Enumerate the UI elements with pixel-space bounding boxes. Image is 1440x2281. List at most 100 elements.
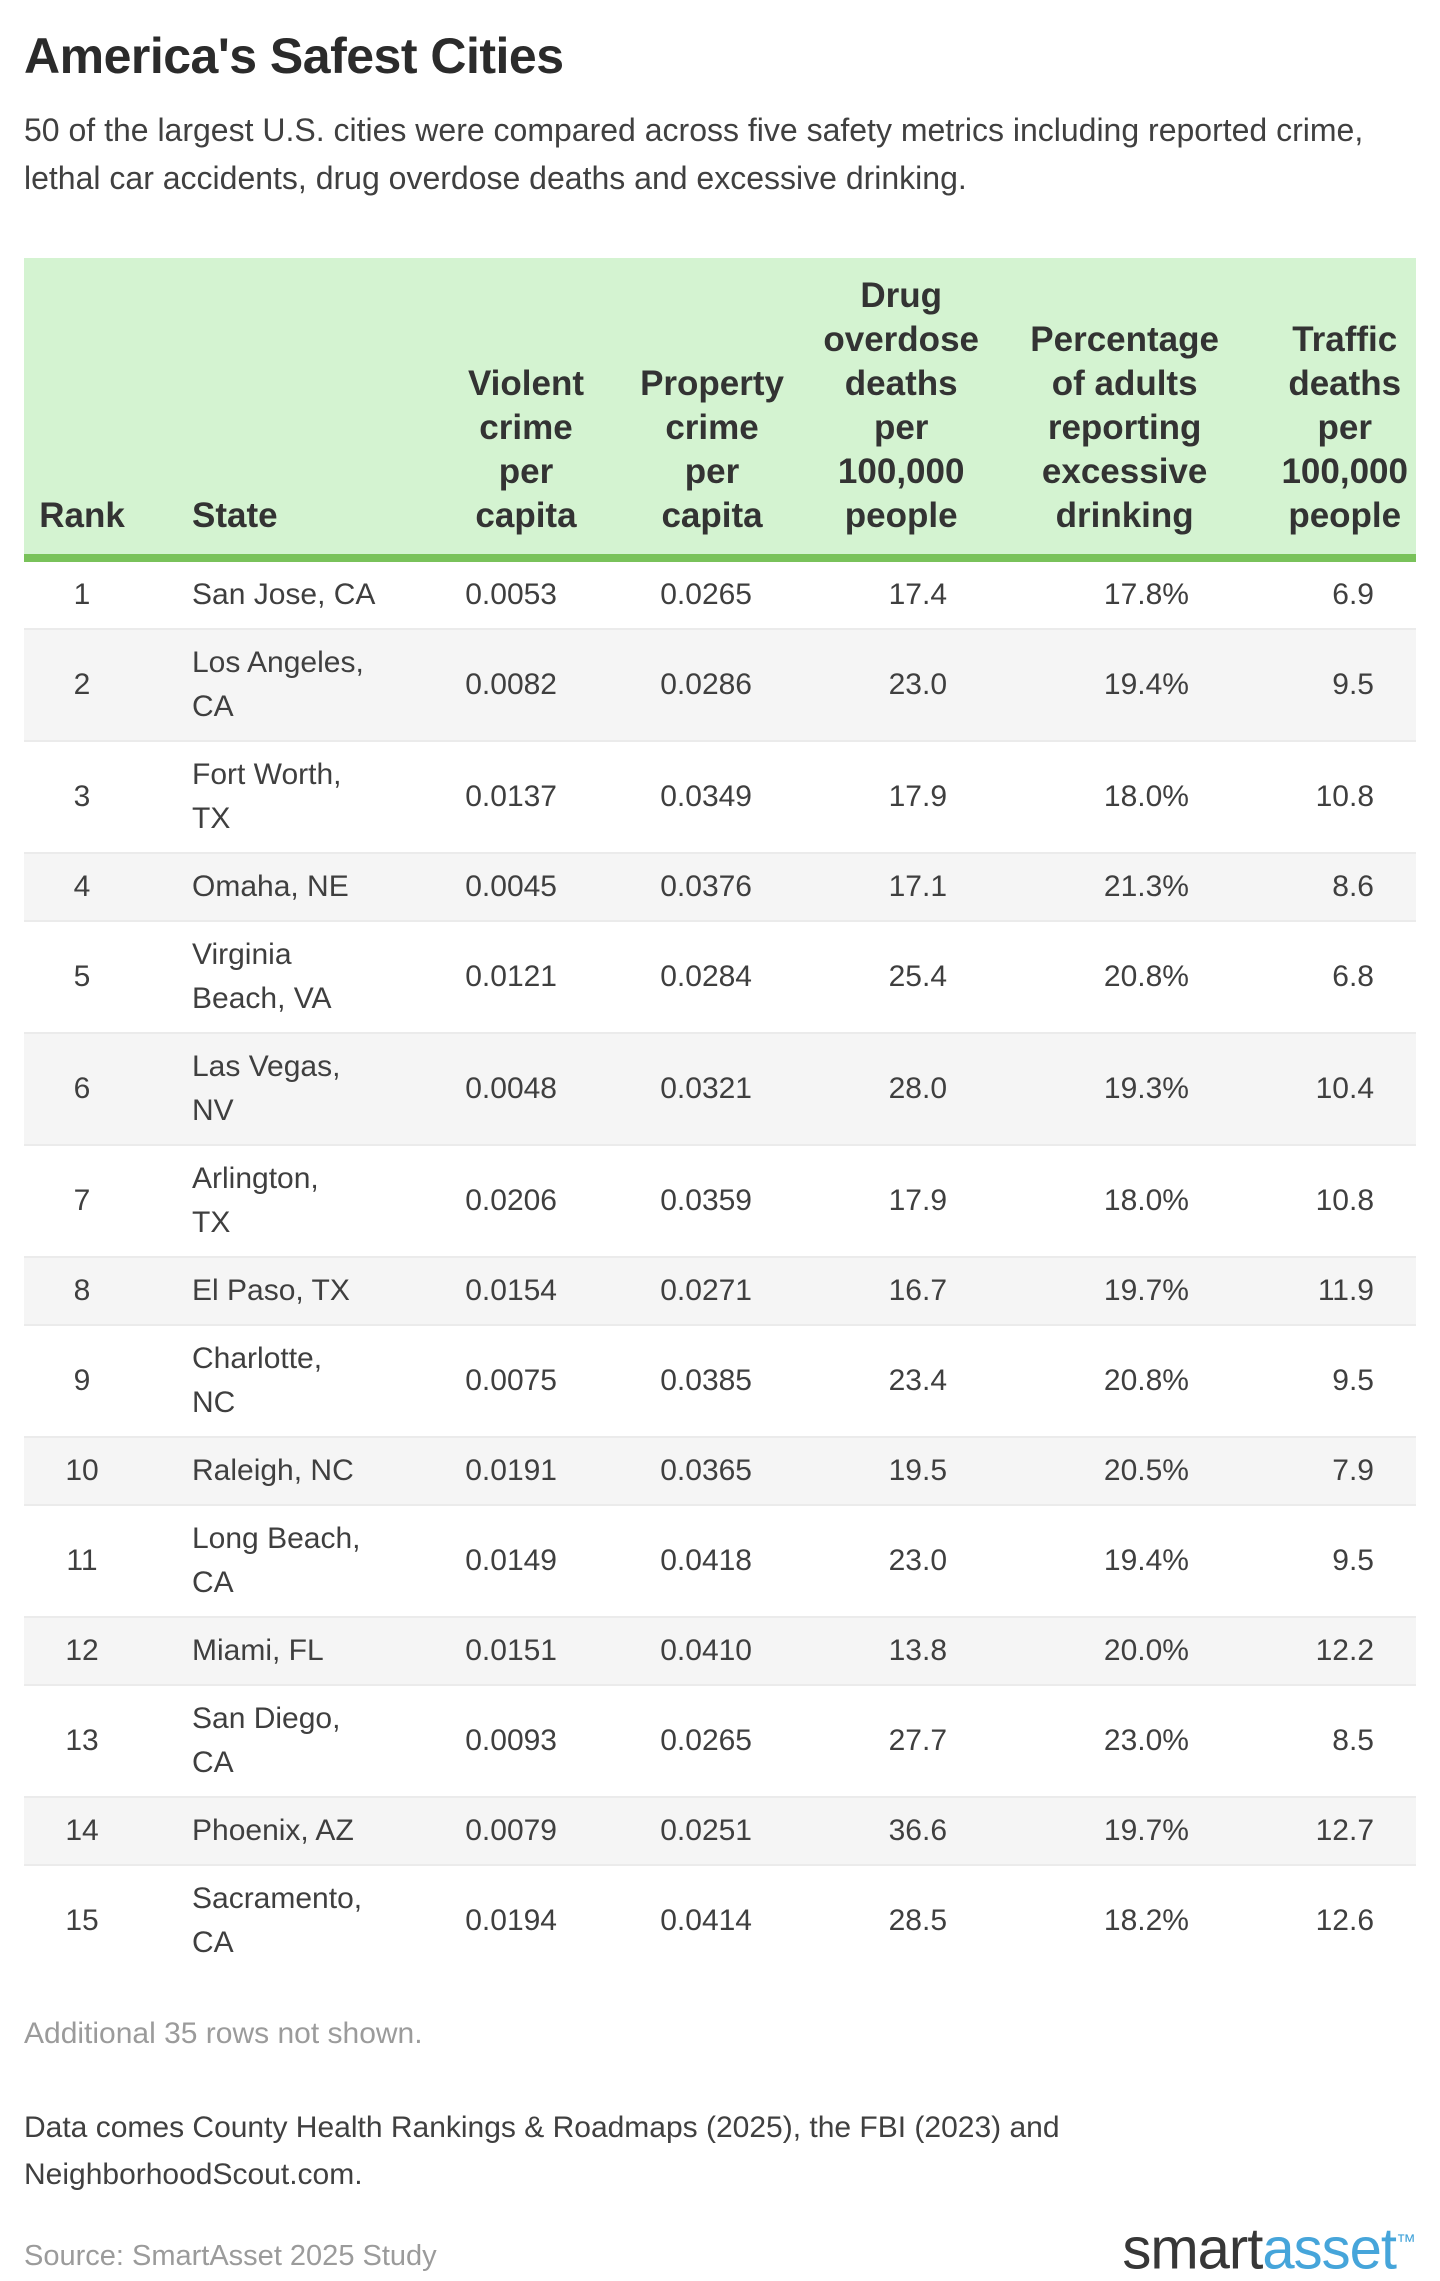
excessive-drinking-cell: 19.4%: [1103, 668, 1189, 701]
state-cell: El Paso, TX: [192, 1274, 350, 1307]
property-crime-cell: 0.0271: [660, 1274, 752, 1307]
traffic-deaths-cell: 12.2: [1315, 1634, 1374, 1667]
table-header: Rank State Violent crime per capita Prop…: [24, 258, 1416, 562]
logo-asset-text: asset: [1262, 2216, 1397, 2281]
description: 50 of the largest U.S. cities were compa…: [24, 112, 1364, 196]
table-row: 13 San Diego, CA 0.0093 0.0265 27.7 23.0…: [24, 1685, 1416, 1797]
drug-overdose-cell: 17.1: [888, 870, 947, 903]
state-cell: Virginia Beach, VA: [192, 938, 332, 1015]
table-row: 4 Omaha, NE 0.0045 0.0376 17.1 21.3% 8.6: [24, 853, 1416, 921]
traffic-deaths-cell: 10.8: [1315, 780, 1374, 813]
traffic-deaths-cell: 10.4: [1315, 1072, 1374, 1105]
table-row: 2 Los Angeles, CA 0.0082 0.0286 23.0 19.…: [24, 629, 1416, 741]
state-cell: San Diego, CA: [192, 1702, 341, 1779]
drug-overdose-cell: 23.0: [888, 668, 947, 701]
rank-cell: 1: [73, 578, 91, 611]
header-drug-overdose: Drug overdose deaths per 100,000 people: [792, 258, 987, 562]
excessive-drinking-cell: 18.0%: [1103, 780, 1189, 813]
state-cell: Arlington, TX: [192, 1162, 319, 1239]
violent-crime-cell: 0.0206: [465, 1184, 557, 1217]
drug-overdose-cell: 17.9: [888, 780, 947, 813]
table-row: 12 Miami, FL 0.0151 0.0410 13.8 20.0% 12…: [24, 1617, 1416, 1685]
property-crime-cell: 0.0410: [660, 1634, 752, 1667]
state-cell: Fort Worth, TX: [192, 758, 342, 835]
traffic-deaths-cell: 9.5: [1332, 1544, 1374, 1577]
excessive-drinking-cell: 20.8%: [1103, 960, 1189, 993]
state-cell: Phoenix, AZ: [192, 1814, 354, 1847]
excessive-drinking-cell: 20.0%: [1103, 1634, 1189, 1667]
table-row: 14 Phoenix, AZ 0.0079 0.0251 36.6 19.7% …: [24, 1797, 1416, 1865]
traffic-deaths-cell: 9.5: [1332, 1364, 1374, 1397]
excessive-drinking-cell: 18.2%: [1103, 1904, 1189, 1937]
excessive-drinking-cell: 23.0%: [1103, 1724, 1189, 1757]
safest-cities-infographic: America's Safest Cities 50 of the larges…: [24, 28, 1416, 2279]
violent-crime-cell: 0.0191: [465, 1454, 557, 1487]
violent-crime-cell: 0.0149: [465, 1544, 557, 1577]
rank-cell: 6: [73, 1072, 91, 1105]
drug-overdose-cell: 36.6: [888, 1814, 947, 1847]
rank-cell: 4: [73, 870, 91, 903]
violent-crime-cell: 0.0079: [465, 1814, 557, 1847]
header-state: State: [140, 258, 402, 562]
table-row: 5 Virginia Beach, VA 0.0121 0.0284 25.4 …: [24, 921, 1416, 1033]
property-crime-cell: 0.0414: [660, 1904, 752, 1937]
rank-cell: 11: [66, 1544, 98, 1577]
violent-crime-cell: 0.0154: [465, 1274, 557, 1307]
property-crime-cell: 0.0359: [660, 1184, 752, 1217]
header-violent-crime: Violent crime per capita: [402, 258, 592, 562]
violent-crime-cell: 0.0082: [465, 668, 557, 701]
header-traffic-deaths: Traffic deaths per 100,000 people: [1227, 258, 1416, 562]
excessive-drinking-cell: 19.4%: [1103, 1544, 1189, 1577]
table-row: 9 Charlotte, NC 0.0075 0.0385 23.4 20.8%…: [24, 1325, 1416, 1437]
additional-rows-note: Additional 35 rows not shown.: [24, 2017, 423, 2050]
logo-smart-text: smart: [1122, 2216, 1263, 2281]
drug-overdose-cell: 28.5: [888, 1904, 947, 1937]
state-cell: Miami, FL: [192, 1634, 324, 1667]
state-cell: Sacramento, CA: [192, 1882, 363, 1959]
state-cell: Los Angeles, CA: [192, 646, 364, 723]
traffic-deaths-cell: 11.9: [1317, 1274, 1374, 1307]
excessive-drinking-cell: 19.3%: [1103, 1072, 1189, 1105]
traffic-deaths-cell: 6.9: [1332, 578, 1374, 611]
excessive-drinking-cell: 20.8%: [1103, 1364, 1189, 1397]
data-source-note: Data comes County Health Rankings & Road…: [24, 2111, 1060, 2191]
state-cell: Charlotte, NC: [192, 1342, 323, 1419]
footer-bar: Source: SmartAsset 2025 Study smartasset…: [24, 2212, 1416, 2279]
header-property-crime: Property crime per capita: [592, 258, 792, 562]
traffic-deaths-cell: 7.9: [1332, 1454, 1374, 1487]
header-excessive-drinking: Percentage of adults reporting excessive…: [987, 258, 1227, 562]
violent-crime-cell: 0.0075: [465, 1364, 557, 1397]
state-cell: Omaha, NE: [192, 870, 349, 903]
violent-crime-cell: 0.0137: [465, 780, 557, 813]
state-cell: Las Vegas, NV: [192, 1050, 341, 1127]
drug-overdose-cell: 19.5: [888, 1454, 947, 1487]
source-note: Source: SmartAsset 2025 Study: [24, 2240, 437, 2273]
violent-crime-cell: 0.0121: [465, 960, 557, 993]
traffic-deaths-cell: 12.6: [1315, 1904, 1374, 1937]
violent-crime-cell: 0.0194: [465, 1904, 557, 1937]
traffic-deaths-cell: 12.7: [1315, 1814, 1374, 1847]
excessive-drinking-cell: 20.5%: [1103, 1454, 1189, 1487]
rank-cell: 7: [73, 1184, 91, 1217]
drug-overdose-cell: 25.4: [888, 960, 947, 993]
rank-cell: 15: [65, 1904, 99, 1937]
rank-cell: 9: [73, 1364, 91, 1397]
rank-cell: 8: [73, 1274, 91, 1307]
violent-crime-cell: 0.0053: [465, 578, 557, 611]
table-row: 10 Raleigh, NC 0.0191 0.0365 19.5 20.5% …: [24, 1437, 1416, 1505]
state-cell: San Jose, CA: [192, 578, 376, 611]
excessive-drinking-cell: 18.0%: [1103, 1184, 1189, 1217]
table-row: 6 Las Vegas, NV 0.0048 0.0321 28.0 19.3%…: [24, 1033, 1416, 1145]
drug-overdose-cell: 23.4: [888, 1364, 947, 1397]
traffic-deaths-cell: 9.5: [1332, 668, 1374, 701]
table-row: 11 Long Beach, CA 0.0149 0.0418 23.0 19.…: [24, 1505, 1416, 1617]
table-row: 8 El Paso, TX 0.0154 0.0271 16.7 19.7% 1…: [24, 1257, 1416, 1325]
property-crime-cell: 0.0321: [660, 1072, 752, 1105]
excessive-drinking-cell: 19.7%: [1103, 1814, 1189, 1847]
excessive-drinking-cell: 17.8%: [1103, 578, 1189, 611]
traffic-deaths-cell: 10.8: [1315, 1184, 1374, 1217]
violent-crime-cell: 0.0151: [465, 1634, 557, 1667]
table-row: 1 San Jose, CA 0.0053 0.0265 17.4 17.8% …: [24, 558, 1416, 629]
property-crime-cell: 0.0265: [660, 578, 752, 611]
rank-cell: 5: [73, 960, 91, 993]
